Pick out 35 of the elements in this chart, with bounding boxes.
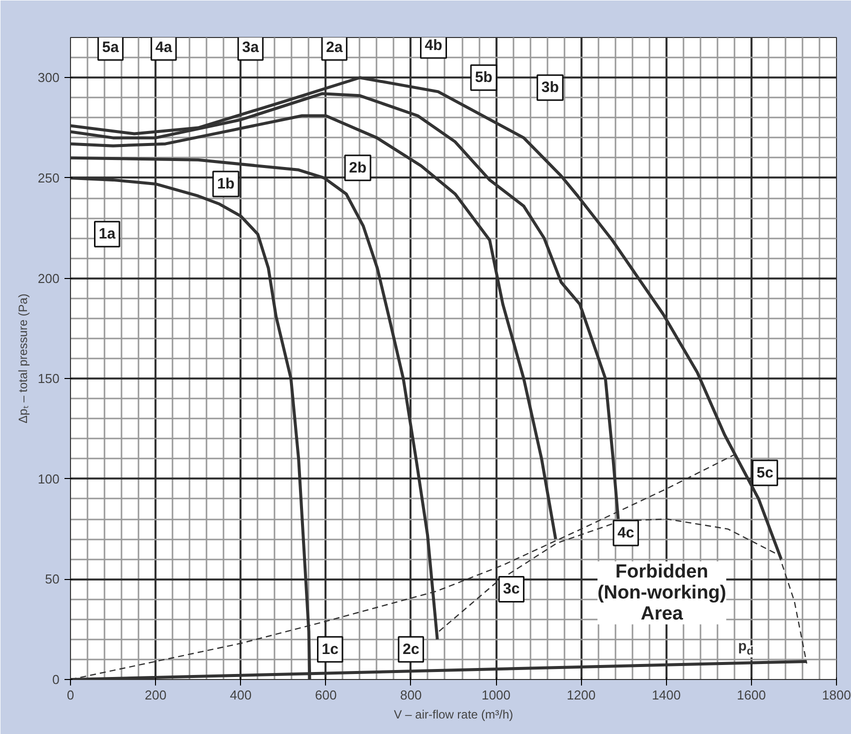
annotation: 5b	[474, 69, 492, 86]
annotation: Forbidden (Non-working) Area	[597, 561, 726, 624]
annotation: 1c	[322, 640, 338, 658]
y-tick-label: 0	[52, 672, 60, 687]
y-tick-label: 50	[45, 572, 60, 587]
x-tick-label: 1200	[566, 688, 596, 702]
x-tick-label: 1000	[482, 688, 511, 702]
y-axis-title: Δpₜ – total pressure (Pa)	[16, 294, 30, 424]
x-tick-label: 0	[66, 688, 74, 702]
x-tick-label: 1800	[822, 688, 851, 702]
x-tick-label: 200	[144, 688, 166, 702]
annotation: 5a	[102, 39, 120, 56]
annotation: 1b	[217, 175, 235, 192]
y-tick-label: 300	[38, 70, 60, 86]
annotation: 3a	[242, 39, 260, 56]
annotation: 3c	[503, 580, 520, 598]
annotation: 2a	[326, 39, 344, 56]
x-tick-label: 400	[230, 688, 252, 702]
annotation: 2b	[349, 159, 367, 176]
x-tick-label: 1600	[736, 688, 766, 702]
annotation: 4b	[424, 37, 442, 54]
annotation: 1a	[98, 226, 116, 243]
annotation: 4a	[155, 39, 173, 56]
y-tick-label: 200	[38, 270, 60, 286]
annotation: 5c	[756, 464, 774, 482]
annotation: 2c	[402, 640, 420, 658]
x-axis-title: V – air-flow rate (m³/h)	[394, 708, 514, 722]
annotation: 4c	[618, 524, 634, 542]
x-tick-label: 800	[400, 688, 422, 702]
y-tick-label: 250	[38, 170, 60, 186]
y-tick-label: 150	[38, 371, 60, 386]
annotation: 3b	[541, 79, 559, 96]
x-tick-label: 1400	[652, 688, 681, 702]
x-tick-label: 600	[314, 688, 337, 702]
y-tick-label: 100	[38, 471, 60, 486]
